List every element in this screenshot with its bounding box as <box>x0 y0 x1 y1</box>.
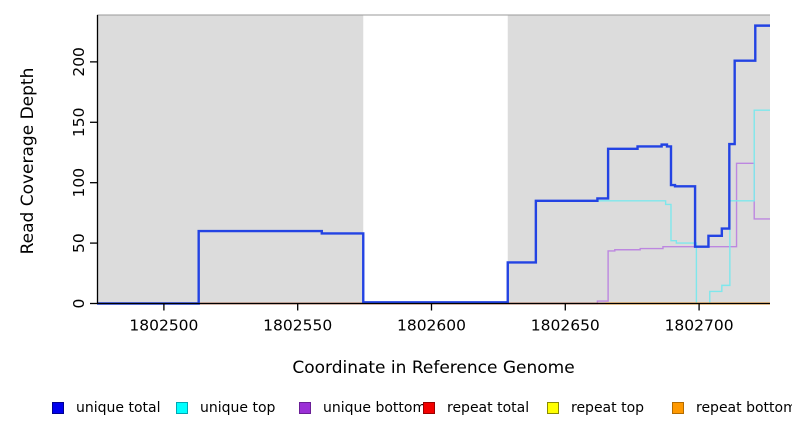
x-axis-title: Coordinate in Reference Genome <box>292 358 575 378</box>
legend-label: unique bottom <box>323 400 427 416</box>
x-tick-label: 1802650 <box>531 317 600 335</box>
legend-swatch-icon <box>672 402 684 414</box>
legend-swatch-icon <box>299 402 311 414</box>
legend: unique total unique top unique bottom repea… <box>0 399 792 419</box>
legend-label: unique total <box>76 400 161 416</box>
y-tick-label: 150 <box>70 107 88 137</box>
series-line-unique-total <box>97 24 770 305</box>
legend-label: repeat total <box>447 400 530 416</box>
shaded-region-1 <box>507 15 770 304</box>
legend-item-unique-bottom: unique bottom <box>299 399 426 417</box>
legend-swatch-icon <box>52 402 64 414</box>
legend-label: repeat top <box>571 400 645 416</box>
legend-swatch-icon <box>423 402 435 414</box>
legend-label: unique top <box>200 400 276 416</box>
y-tick-label: 0 <box>70 299 88 309</box>
legend-item-repeat-bottom: repeat bottom <box>672 399 792 417</box>
x-tick-label: 1802700 <box>665 317 734 335</box>
x-tick-label: 1802550 <box>263 317 332 335</box>
x-tick-label: 1802500 <box>129 317 198 335</box>
y-axis-title: Read Coverage Depth <box>18 67 38 255</box>
legend-label: repeat bottom <box>696 400 792 416</box>
series-line-unique-bottom <box>97 162 770 305</box>
legend-item-repeat-top: repeat top <box>547 399 644 417</box>
legend-item-unique-total: unique total <box>52 399 160 417</box>
y-tick-label: 200 <box>70 47 88 77</box>
legend-swatch-icon <box>547 402 559 414</box>
legend-item-repeat-total: repeat total <box>423 399 529 417</box>
y-tick-label: 100 <box>70 168 88 198</box>
legend-swatch-icon <box>176 402 188 414</box>
y-tick-label: 50 <box>70 233 88 253</box>
legend-item-unique-top: unique top <box>176 399 275 417</box>
x-tick-label: 1802600 <box>397 317 466 335</box>
shaded-region-0 <box>97 15 364 304</box>
